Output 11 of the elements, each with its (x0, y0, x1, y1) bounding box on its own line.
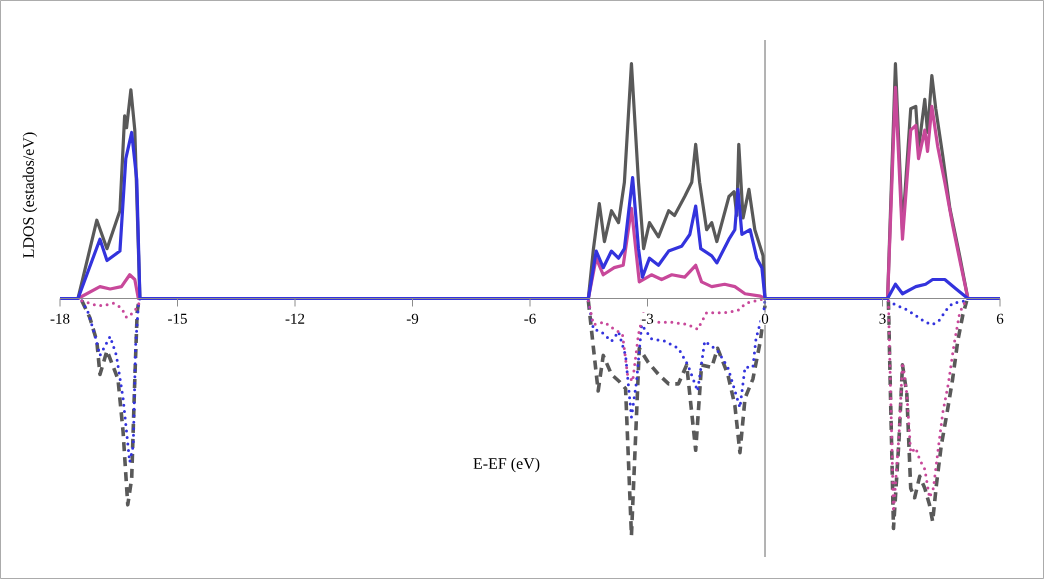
x-axis-title: E-EF (eV) (473, 457, 540, 473)
x-tick-label: 0 (761, 313, 769, 324)
x-tick-label: 6 (996, 313, 1004, 324)
x-tick-label: -12 (285, 313, 305, 324)
x-tick-label: -15 (168, 313, 187, 324)
x-tick-label: 3 (879, 313, 886, 324)
y-axis-title: LDOS (estados/eV) (22, 132, 38, 258)
x-tick-label: -3 (641, 313, 654, 324)
x-tick-label: -18 (50, 313, 70, 324)
x-tick-label: -9 (406, 313, 419, 324)
x-tick-label: -6 (524, 313, 536, 324)
